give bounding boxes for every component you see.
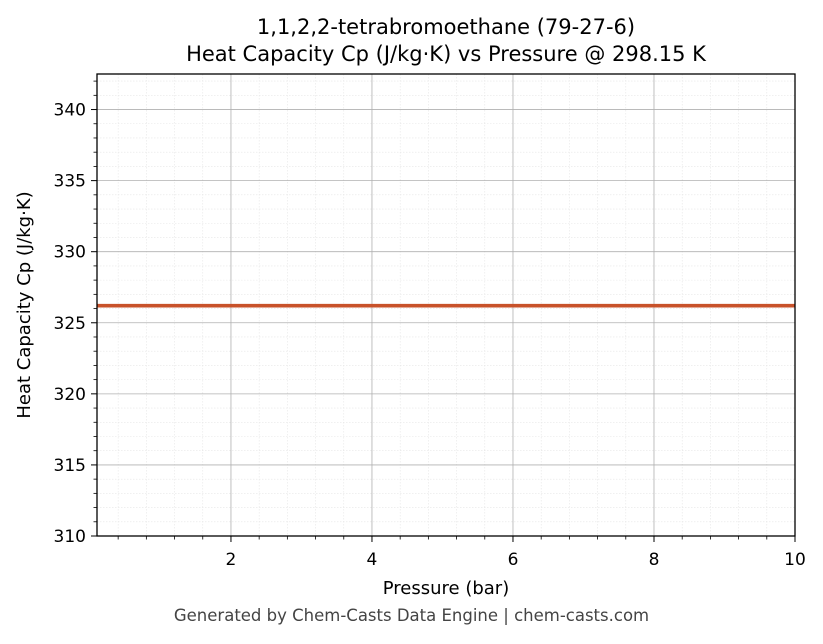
- x-tick-label: 6: [508, 550, 519, 570]
- x-tick-label: 2: [226, 550, 237, 570]
- chart-subtitle: Heat Capacity Cp (J/kg·K) vs Pressure @ …: [186, 42, 707, 66]
- footer-credit: Generated by Chem-Casts Data Engine | ch…: [173, 606, 650, 625]
- y-tick-label: 325: [54, 314, 86, 334]
- y-tick-label: 330: [54, 243, 86, 263]
- x-tick-label: 10: [784, 550, 806, 570]
- y-axis-label: Heat Capacity Cp (J/kg·K): [14, 191, 35, 418]
- y-tick-label: 320: [54, 385, 86, 405]
- x-tick-label: 8: [649, 550, 660, 570]
- y-tick-label: 335: [54, 172, 86, 192]
- plot-frame: [96, 73, 796, 537]
- axis-ticks: 2 4 6 8 10 310 315 320 325 330 335 340: [54, 80, 806, 570]
- x-tick-label: 4: [367, 550, 378, 570]
- y-tick-label: 315: [54, 456, 86, 476]
- y-tick-label: 340: [54, 101, 86, 121]
- y-tick-label: 310: [54, 527, 86, 547]
- x-axis-label: Pressure (bar): [383, 578, 509, 599]
- chart-title: 1,1,2,2-tetrabromoethane (79-27-6): [257, 15, 635, 39]
- minor-grid: [97, 74, 795, 536]
